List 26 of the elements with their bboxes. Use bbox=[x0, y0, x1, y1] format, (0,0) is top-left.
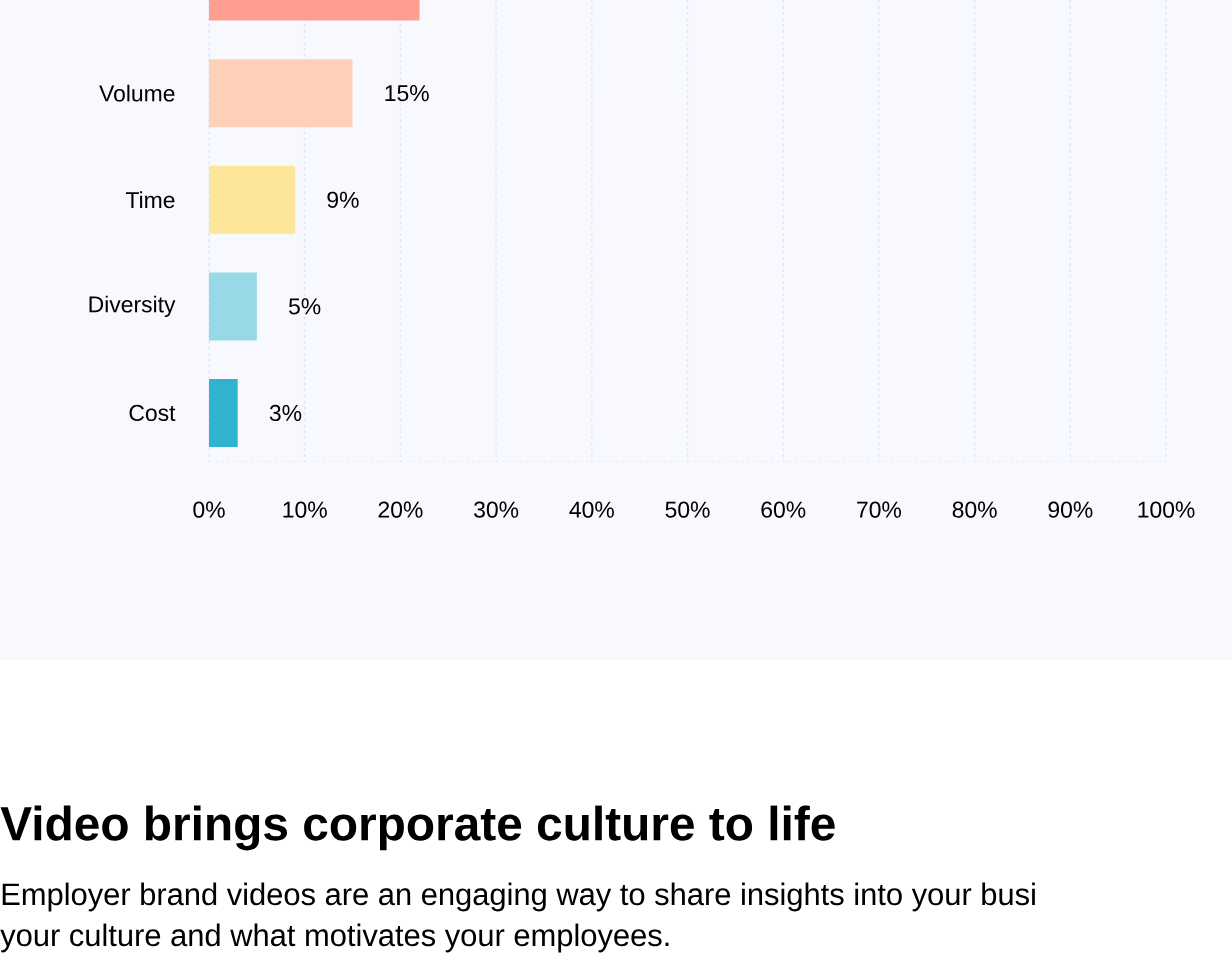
y-tick-label: Volume bbox=[99, 84, 175, 102]
x-tick-label: 0% bbox=[193, 501, 225, 518]
bar bbox=[209, 59, 353, 128]
data-label: 9% bbox=[327, 191, 359, 208]
bar bbox=[209, 378, 238, 447]
bar bbox=[209, 272, 257, 341]
bar bbox=[209, 165, 296, 234]
x-tick-label: 70% bbox=[857, 501, 902, 518]
text: Video brings corporate culture to life bbox=[0, 805, 835, 851]
x-tick-label: 40% bbox=[569, 501, 614, 518]
y-tick-label: Time bbox=[125, 191, 175, 209]
x-tick-label: 30% bbox=[474, 501, 519, 518]
x-tick-label: 90% bbox=[1048, 501, 1093, 518]
data-label: 3% bbox=[269, 404, 302, 422]
y-tick-label: Cost bbox=[129, 404, 176, 422]
x-tick-label: 80% bbox=[952, 501, 997, 518]
data-label: 15% bbox=[385, 85, 429, 102]
data-label: 5% bbox=[288, 298, 321, 315]
text: Employer brand videos are an engaging way to share insights into your busi bbox=[2, 882, 1035, 912]
y-tick-label: Diversity bbox=[89, 295, 176, 318]
x-tick-label: 50% bbox=[665, 501, 710, 518]
x-tick-label: 10% bbox=[283, 501, 327, 518]
x-tick-label: 100% bbox=[1138, 501, 1195, 518]
text: your culture and what motivates your employees. bbox=[0, 923, 669, 953]
x-tick-label: 20% bbox=[378, 501, 423, 518]
x-tick-label: 60% bbox=[761, 501, 806, 518]
